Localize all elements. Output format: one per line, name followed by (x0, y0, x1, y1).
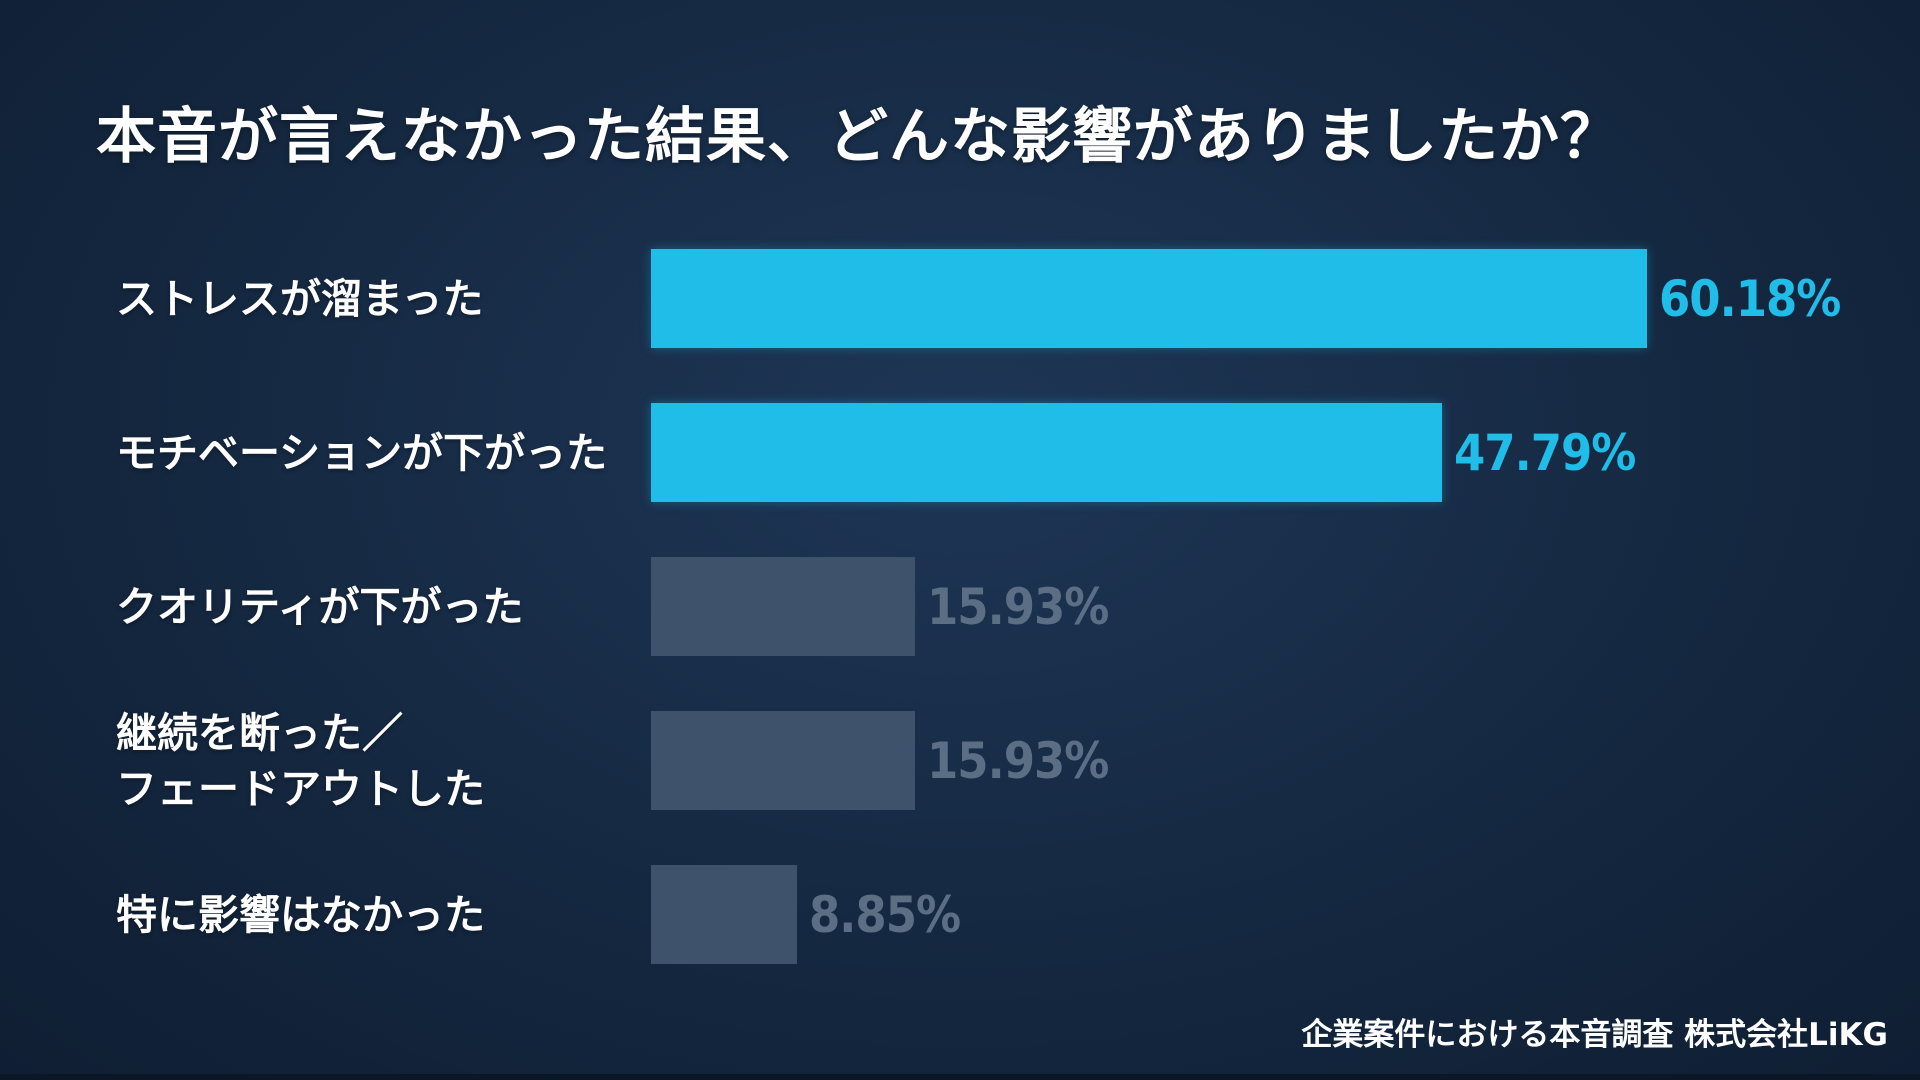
category-label: クオリティが下がった (116, 579, 524, 635)
value-label: 47.79% (1454, 423, 1636, 482)
bar (651, 403, 1442, 502)
category-label-line: クオリティが下がった (116, 582, 524, 631)
bar (651, 865, 797, 964)
value-label: 15.93% (927, 731, 1109, 790)
category-label-line: フェードアウトした (116, 764, 485, 813)
value-label: 60.18% (1659, 269, 1841, 328)
bar (651, 557, 915, 656)
category-label-line: 特に影響はなかった (116, 890, 485, 939)
source-credit: 企業案件における本音調査 株式会社LiKG (1301, 1017, 1888, 1053)
category-label: 特に影響はなかった (116, 887, 485, 943)
bar (651, 249, 1647, 348)
value-label: 15.93% (927, 577, 1109, 636)
bar (651, 711, 915, 810)
value-label: 8.85% (809, 885, 961, 944)
category-label: ストレスが溜まった (116, 271, 483, 327)
category-label-line: 継続を断った／ (116, 708, 403, 757)
category-label: モチベーションが下がった (116, 425, 607, 481)
chart-title: 本音が言えなかった結果、どんな影響がありましたか？ (96, 102, 1621, 172)
bottom-strip (0, 1074, 1920, 1080)
category-label: 継続を断った／ フェードアウトした (116, 705, 485, 817)
category-label-line: ストレスが溜まった (116, 274, 484, 323)
category-label-line: モチベーションが下がった (116, 428, 608, 477)
